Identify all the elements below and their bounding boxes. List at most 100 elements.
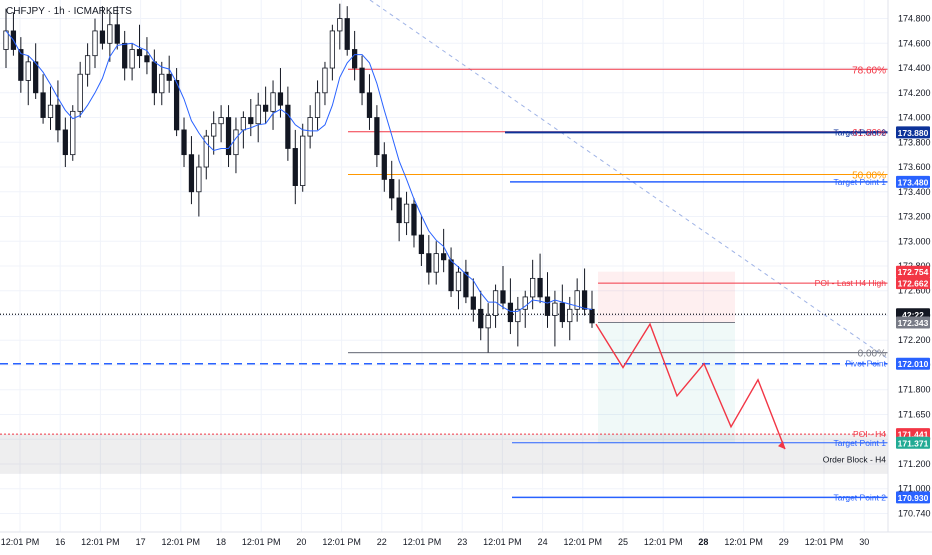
candle-body [233, 129, 239, 156]
ema-line [5, 30, 593, 312]
candle-body [470, 296, 476, 310]
projection-layer [595, 322, 786, 450]
candle-body [122, 42, 128, 69]
price-tick-label: 170.740 [898, 508, 931, 518]
price-tag [896, 126, 930, 139]
time-tick-label: 12:01 PM [322, 537, 361, 547]
price-tick-label: 174.600 [898, 38, 931, 48]
candle-body [136, 49, 143, 57]
price-tick-label: 173.600 [898, 162, 931, 172]
time-tick-label: 22 [377, 537, 387, 547]
time-tick-label: 23 [457, 537, 467, 547]
candle-body [314, 92, 321, 118]
candle-body [114, 24, 120, 44]
candle-body [240, 117, 246, 131]
candle-body [159, 73, 165, 94]
level-label: Target Point 1 [834, 177, 887, 187]
candle-body [292, 148, 298, 186]
take-profit-zone [598, 322, 735, 443]
candle-body [359, 67, 365, 94]
price-tag [896, 175, 930, 188]
candle-body [18, 49, 24, 81]
price-tag-label: 173.880 [898, 128, 929, 138]
candle-body [196, 166, 202, 193]
price-tick-label: 171.800 [898, 385, 931, 395]
candle-body [433, 253, 439, 273]
price-tag-label: 171.371 [898, 438, 929, 448]
candle-body [129, 49, 135, 69]
level-label: Target Point 2 [834, 127, 887, 137]
time-tick-label: 12:01 PM [644, 537, 683, 547]
level-label: Target Point 1 [834, 438, 887, 448]
fib-level-label: 50.00% [852, 170, 886, 181]
candle-body [418, 234, 425, 255]
price-tag-label: 172.010 [898, 359, 929, 369]
level-label: POI - Last H4 High [815, 278, 887, 288]
candle-body [92, 30, 98, 57]
candle-body [55, 104, 61, 131]
price-tick-label: 171.200 [898, 459, 931, 469]
price-tick-label: 174.400 [898, 63, 931, 73]
candle-body [181, 129, 187, 156]
candle-body [107, 24, 113, 44]
candle-body [270, 92, 276, 112]
candle-body [455, 271, 462, 292]
candle-body [537, 277, 543, 298]
level-label: POI - H4 [853, 429, 886, 439]
price-tick-label: 172.200 [898, 335, 931, 345]
candle-body [515, 308, 521, 323]
price-tick-label: 173.800 [898, 137, 931, 147]
time-tick-label: 12:01 PM [1, 537, 40, 547]
candle-body [307, 117, 313, 137]
candle-body [411, 203, 417, 236]
candle-body [70, 110, 76, 156]
candle-body [567, 308, 573, 323]
zones-layer [0, 271, 888, 474]
candle-body [188, 154, 195, 193]
price-tag [896, 277, 930, 290]
candle-body [441, 253, 447, 261]
candle-body [173, 80, 180, 131]
candle-body [203, 135, 209, 168]
candle-body [396, 197, 402, 224]
price-axis-layer: 174.800 174.600 174.400 174.200 174.000 173.8… [887, 0, 932, 532]
time-tick-label: 16 [55, 537, 65, 547]
fib-level-label: 61.80% [852, 128, 886, 139]
moving-average-layer [5, 30, 593, 312]
price-tag-label: 171.441 [898, 430, 929, 440]
price-tag-label: 173.480 [898, 177, 929, 187]
candle-body [403, 203, 410, 224]
candle-body [248, 117, 254, 125]
candle-body [463, 271, 469, 298]
stop-loss-zone [598, 271, 735, 323]
candle-body [329, 30, 336, 69]
candle-body [581, 290, 588, 310]
candle-body [389, 178, 395, 199]
price-tag-label: 42:22 [902, 310, 924, 320]
candle-body [552, 302, 558, 316]
candle-body [522, 296, 528, 310]
time-axis-layer: 12:01 PM 16 12:01 PM 17 12:01 PM 18 12:01 PM 20… [0, 531, 932, 547]
candle-body [337, 18, 343, 32]
candle-body [277, 92, 284, 106]
candle-body [84, 55, 91, 75]
projection-path [595, 322, 786, 450]
price-tick-label: 172.600 [898, 286, 931, 296]
price-tag [896, 265, 930, 278]
level-labels-layer: 78.60% 61.80% 50.00% 0.00% Target Point 2 Tar… [815, 65, 887, 502]
candle-body [25, 61, 31, 81]
candle-body [366, 92, 373, 118]
candle-body [285, 104, 291, 149]
projection-arrowhead [778, 441, 785, 450]
price-tag [896, 491, 930, 504]
candle-body [381, 154, 387, 180]
price-tag-label: 170.930 [898, 493, 929, 503]
level-label: Pivot Point [845, 359, 886, 369]
candle-body [374, 117, 380, 156]
candle-body [62, 129, 68, 156]
candle-body [344, 18, 350, 50]
candle-body [485, 315, 491, 329]
time-tick-label: 28 [698, 537, 708, 547]
